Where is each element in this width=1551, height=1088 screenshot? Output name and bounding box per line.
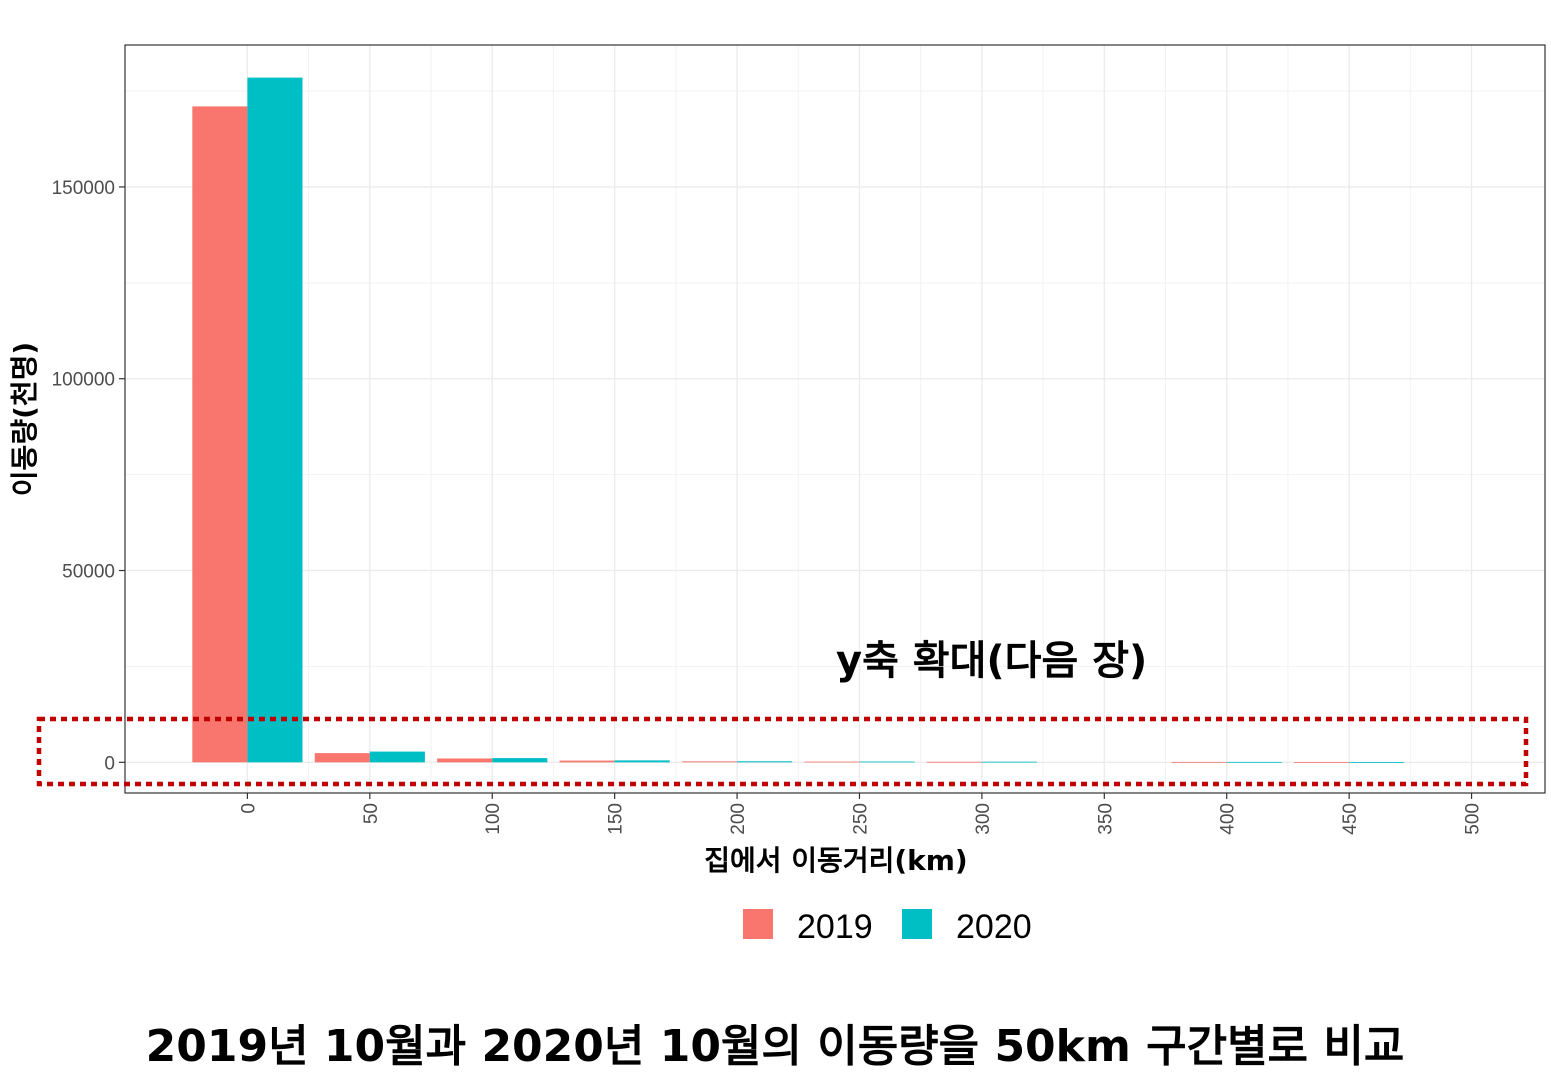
bar-2020-100 bbox=[492, 758, 548, 763]
x-tick-label: 450 bbox=[1340, 803, 1361, 835]
bar-2019-0 bbox=[192, 106, 248, 763]
legend-label-2020: 2020 bbox=[956, 908, 1032, 946]
bar-2020-50 bbox=[369, 751, 425, 763]
bar-2019-150 bbox=[559, 760, 615, 763]
bar-2019-250 bbox=[804, 761, 860, 763]
bar-2020-0 bbox=[247, 77, 303, 763]
legend-label-2019: 2019 bbox=[797, 908, 873, 946]
bar-2020-150 bbox=[614, 760, 670, 763]
x-tick-label: 250 bbox=[850, 803, 871, 835]
y-axis-title: 이동량(천명) bbox=[8, 342, 41, 496]
x-tick-label: 0 bbox=[238, 803, 259, 814]
bar-2020-200 bbox=[737, 761, 793, 763]
y-tick-label: 0 bbox=[104, 753, 115, 774]
x-tick-label: 150 bbox=[606, 803, 627, 835]
grid-lines bbox=[125, 45, 1545, 793]
y-axis: 0 50000 100000 150000 bbox=[52, 178, 125, 774]
x-tick-label: 100 bbox=[483, 803, 504, 835]
highlight-box bbox=[36, 716, 1529, 787]
x-tick-label: 400 bbox=[1218, 803, 1239, 835]
bar-2019-200 bbox=[681, 761, 738, 763]
x-axis: 0 50 100 150 200 250 300 350 400 450 500 bbox=[238, 793, 1484, 835]
annotation-text: y축 확대(다음 장) bbox=[836, 638, 1147, 684]
caption: 2019년 10월과 2020년 10월의 이동량을 50km 구간별로 비교 bbox=[146, 1021, 1405, 1072]
bar-2019-450 bbox=[1294, 762, 1350, 763]
bar-2020-400 bbox=[1226, 761, 1282, 763]
y-tick-label: 150000 bbox=[52, 178, 115, 199]
bar-2020-300 bbox=[981, 761, 1037, 763]
x-tick-label: 300 bbox=[973, 803, 994, 835]
bar-2019-400 bbox=[1171, 761, 1227, 763]
legend: 2019 2020 bbox=[743, 908, 1032, 946]
plot-panel-border bbox=[124, 44, 1546, 794]
x-axis-title: 집에서 이동거리(km) bbox=[704, 844, 967, 877]
bars bbox=[192, 77, 1405, 763]
y-tick-label: 50000 bbox=[62, 562, 115, 583]
y-tick-label: 100000 bbox=[52, 370, 115, 391]
bar-2020-450 bbox=[1349, 762, 1405, 763]
x-tick-label: 50 bbox=[361, 803, 382, 824]
bar-2019-300 bbox=[926, 761, 982, 763]
legend-key-2019 bbox=[743, 909, 773, 939]
bar-2019-100 bbox=[437, 758, 493, 763]
bar-2019-50 bbox=[314, 753, 370, 763]
legend-key-2020 bbox=[902, 909, 932, 939]
x-tick-label: 200 bbox=[728, 803, 749, 835]
x-tick-label: 500 bbox=[1463, 803, 1484, 835]
bar-2020-250 bbox=[859, 761, 915, 763]
x-tick-label: 350 bbox=[1095, 803, 1116, 835]
